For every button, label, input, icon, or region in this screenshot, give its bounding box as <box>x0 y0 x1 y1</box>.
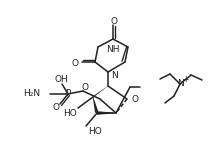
Text: O: O <box>111 17 118 27</box>
Text: O: O <box>81 82 89 92</box>
Text: O: O <box>52 103 59 113</box>
Polygon shape <box>97 111 116 115</box>
Text: +: + <box>182 74 188 83</box>
Polygon shape <box>93 97 99 114</box>
Text: N: N <box>111 70 118 80</box>
Text: P: P <box>65 90 71 99</box>
Text: N: N <box>177 80 183 89</box>
Text: NH: NH <box>106 45 119 53</box>
Polygon shape <box>92 86 108 99</box>
Text: O: O <box>71 59 78 68</box>
Text: HO: HO <box>88 126 102 136</box>
Text: H₂N: H₂N <box>23 90 40 99</box>
Text: OH: OH <box>54 74 68 83</box>
Text: HO: HO <box>63 109 77 117</box>
Text: O: O <box>131 94 138 103</box>
